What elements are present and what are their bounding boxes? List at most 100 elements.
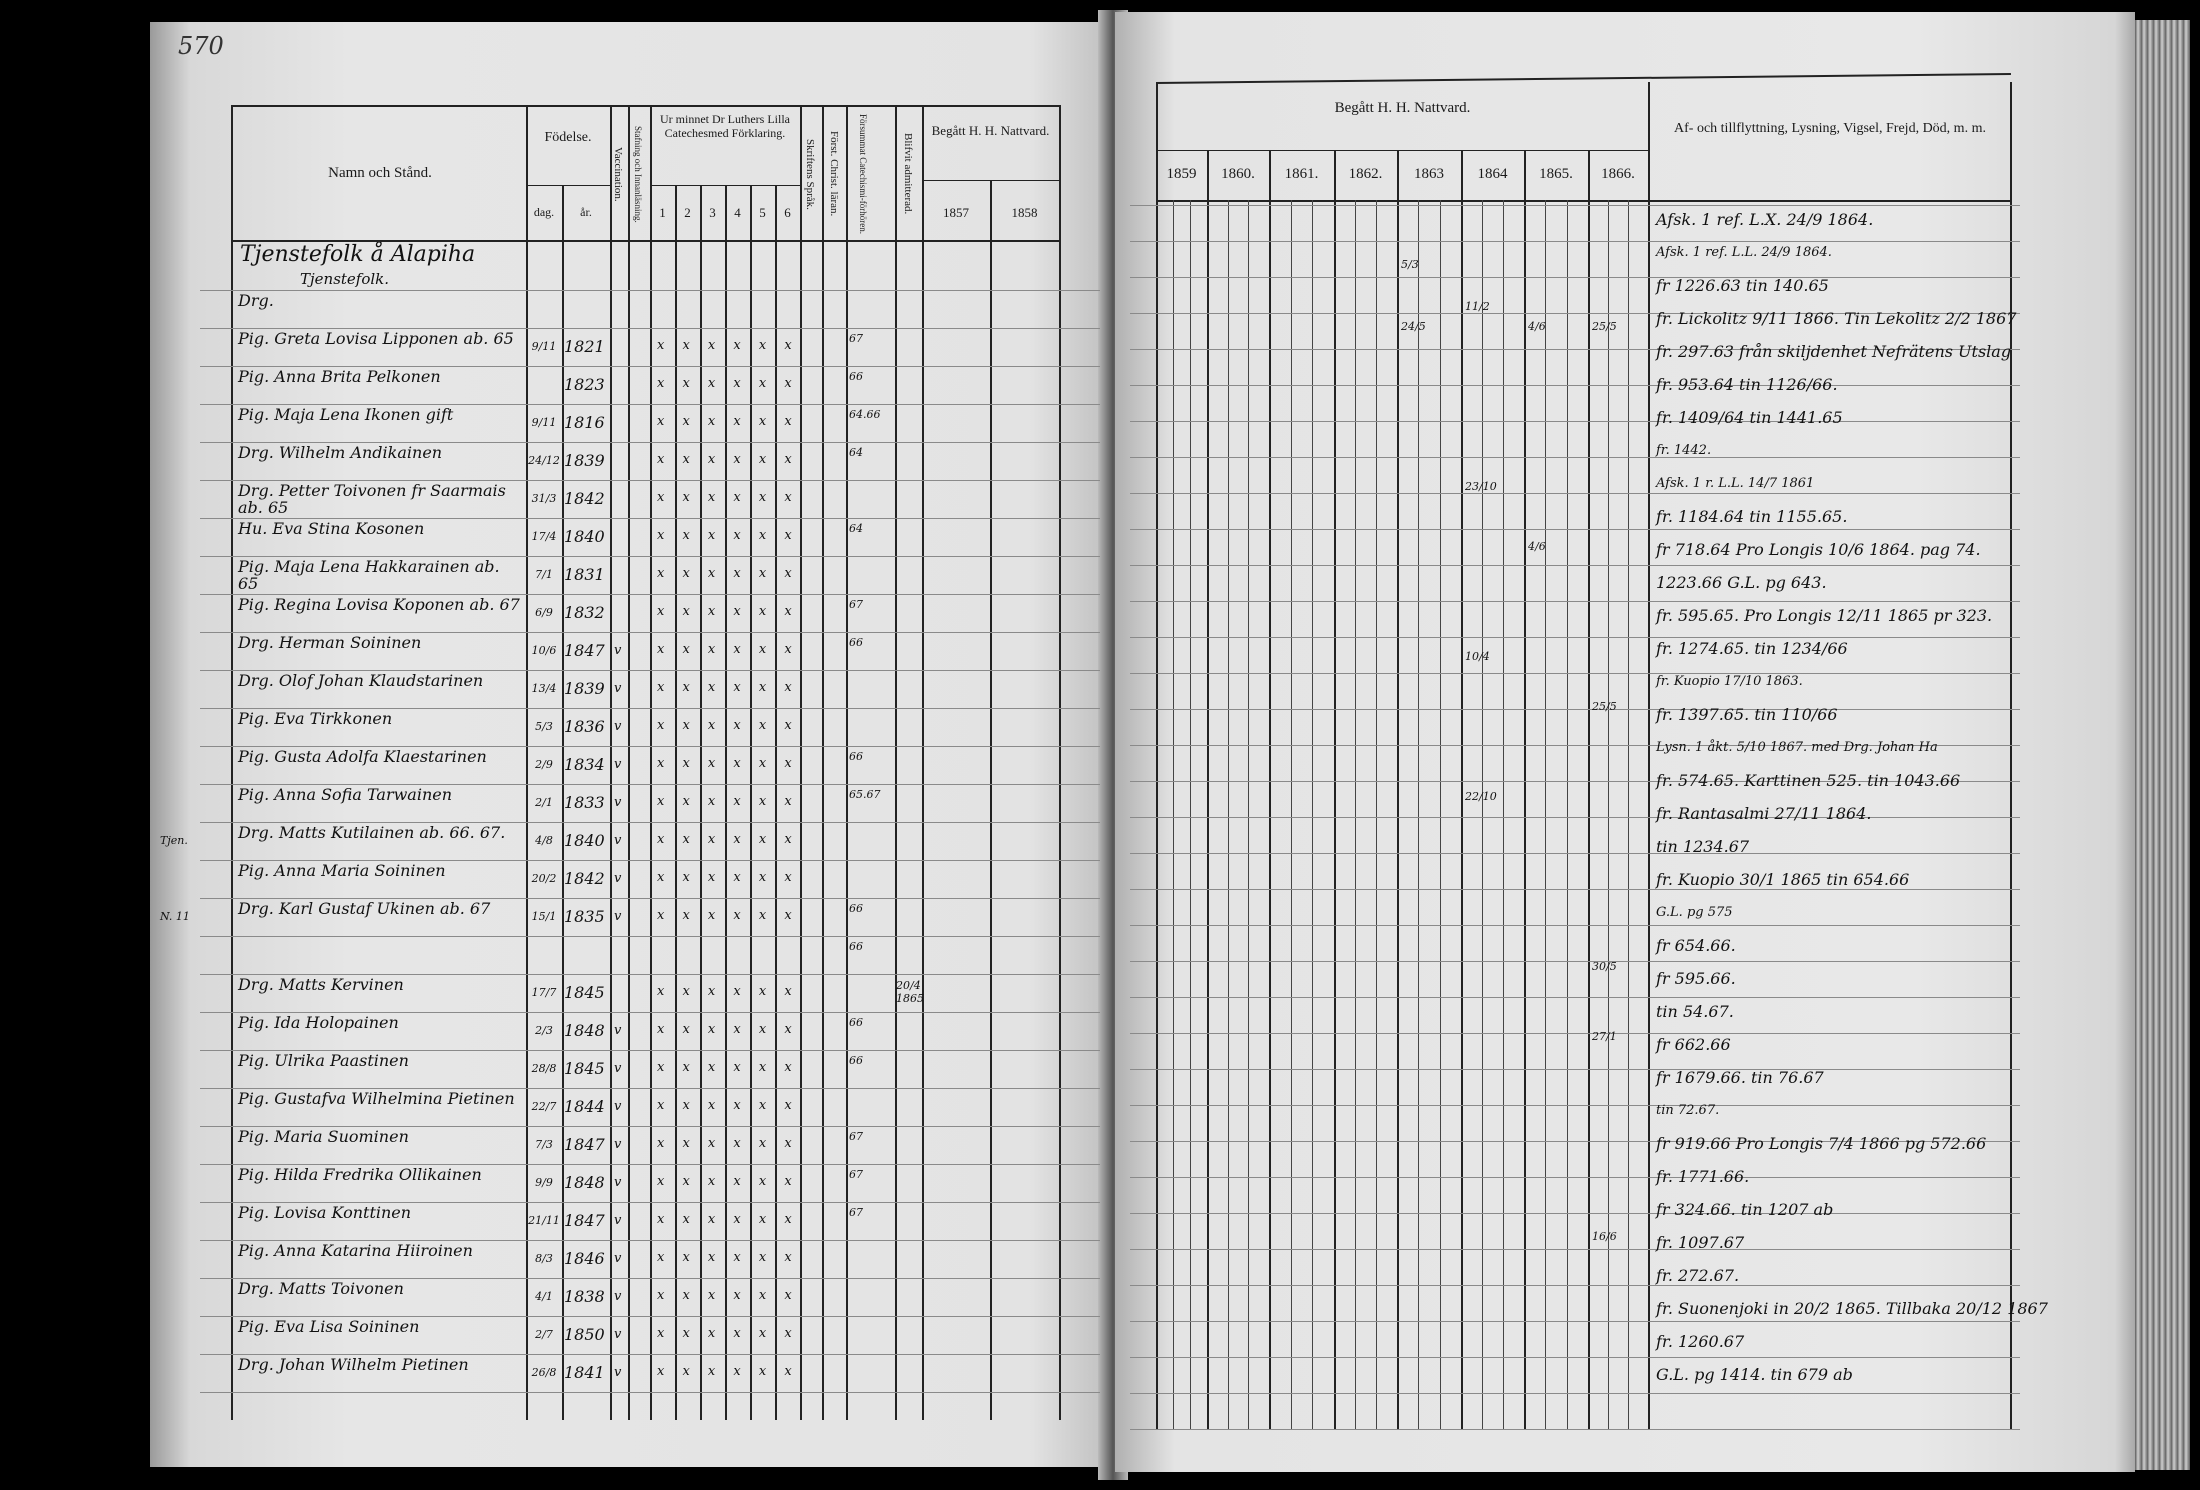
column-line [725,185,727,1420]
birth-day: 6/9 [535,606,553,619]
birth-day: 28/8 [531,1062,557,1075]
section-subtitle: Tjenstefolk. [300,270,390,288]
birth-day: 2/7 [535,1328,553,1341]
year-column-line [1269,150,1271,1430]
remark-note: Lysn. 1 åkt. 5/10 1867. med Drg. Johan H… [1656,740,1938,755]
year-subcolumn-line [1290,200,1292,1430]
vaccination-mark: v [614,719,622,734]
ruled-line [200,1240,1100,1241]
header-birth: Födelse. [544,130,592,145]
ruled-line [1130,313,2020,314]
ruled-line [1130,1069,2020,1070]
birth-year: 1847 [564,1135,605,1154]
header-missed: Försummat Catechismi-förhören. [858,114,868,234]
birth-day: 7/1 [535,568,553,581]
vaccination-mark: v [614,795,622,810]
ruled-line [1130,1213,2020,1214]
remark-note: fr. 297.63 från skiljdenhet Nefrätens Ut… [1656,342,2012,361]
birth-year: 1847 [564,1211,605,1230]
catechism-marks: x x x x x x [657,604,799,619]
birth-year: 1850 [564,1325,605,1344]
header-year-1859: 1859 [1166,166,1197,182]
remark-note: tin 72.67. [1656,1103,1720,1118]
year-subcolumn-line [1503,200,1504,1430]
year-subcolumn-line [1628,200,1629,1430]
header-admitted: Blifvit admitterad. [902,133,914,215]
remark-note: fr 654.66. [1656,936,1736,955]
header-christianity: Först. Christ. läran. [828,131,840,217]
ruled-line [200,1164,1100,1165]
column-line [922,105,924,1420]
ruled-line [200,1392,1100,1393]
year-subcolumn-line [1482,200,1483,1430]
ruled-line [1130,565,2020,566]
vaccination-mark: v [614,1099,622,1114]
person-name: Pig. Lovisa Konttinen [238,1203,412,1222]
communion-date-mark: 16/6 [1592,1230,1617,1243]
vaccination-mark: v [614,1365,622,1380]
ruled-line [1130,1141,2020,1142]
column-line [800,105,802,1420]
vaccination-mark: v [614,1137,622,1152]
birth-day: 20/2 [531,872,557,885]
catechism-marks: x x x x x x [657,908,799,923]
birth-year: 1831 [564,565,605,584]
ruled-line [1130,205,2020,206]
header-scripture: Skriftens Språk. [804,138,816,210]
remark-note: fr 1679.66. tin 76.67 [1656,1068,1824,1087]
remark-note: fr. 953.64 tin 1126/66. [1656,375,1838,394]
column-line [775,185,777,1420]
vaccination-mark: v [614,1023,622,1038]
missed-exam-mark: 67 [849,1168,863,1181]
vaccination-mark: v [614,1289,622,1304]
year-column-line [1524,150,1526,1430]
person-name: Drg. Matts Toivonen [238,1279,404,1298]
ruled-line [1130,781,2020,782]
vaccination-mark: v [614,1175,622,1190]
remark-note: fr. 272.67. [1656,1266,1740,1285]
missed-exam-mark: 67 [849,1206,863,1219]
ruled-line [1130,457,2020,458]
header-catechism-col-5: 5 [759,205,766,220]
communion-date-mark: 10/4 [1465,650,1490,663]
person-name: Pig. Gustafva Wilhelmina Pietinen [238,1089,515,1108]
birth-day: 4/1 [535,1290,553,1303]
communion-date-mark: 24/5 [1401,320,1426,333]
header-bottom-border [231,240,1061,242]
ruled-line [200,708,1100,709]
communion-date-mark: 30/5 [1592,960,1617,973]
year-column-line [1207,150,1209,1430]
catechism-marks: x x x x x x [657,794,799,809]
person-name: Pig. Regina Lovisa Koponen ab. 67 [238,595,520,614]
birth-year: 1841 [564,1363,605,1382]
missed-exam-mark: 64.66 [849,408,881,421]
communion-date-mark: 27/1 [1592,1030,1617,1043]
header-year-1858: 1858 [1011,205,1038,220]
catechism-marks: x x x x x x [657,1326,799,1341]
person-name: Pig. Maja Lena Ikonen gift [238,405,454,424]
ruled-line [200,632,1100,633]
ruled-line [1130,1177,2020,1178]
catechism-subheader-line [650,185,800,186]
ruled-line [1130,1249,2020,1250]
birth-day: 21/11 [528,1214,560,1227]
column-line [562,185,564,1420]
person-name: Pig. Maria Suominen [238,1127,409,1146]
ruled-line [1130,529,2020,530]
missed-exam-mark: 66 [849,1016,863,1029]
ruled-line [1130,961,2020,962]
header-catechism-col-1: 1 [659,205,666,220]
birth-year: 1847 [564,641,605,660]
catechism-marks: x x x x x x [657,376,799,391]
ruled-line [1130,925,2020,926]
ruled-line [200,1316,1100,1317]
birth-year: 1823 [564,375,605,394]
ruled-line [1130,1105,2020,1106]
catechism-marks: x x x x x x [657,1060,799,1075]
birth-day: 26/8 [531,1366,557,1379]
catechism-marks: x x x x x x [657,984,799,999]
remark-note: fr. 1409/64 tin 1441.65 [1656,408,1843,427]
vaccination-mark: v [614,1251,622,1266]
ruled-line [1130,1033,2020,1034]
ruled-line [200,1278,1100,1279]
